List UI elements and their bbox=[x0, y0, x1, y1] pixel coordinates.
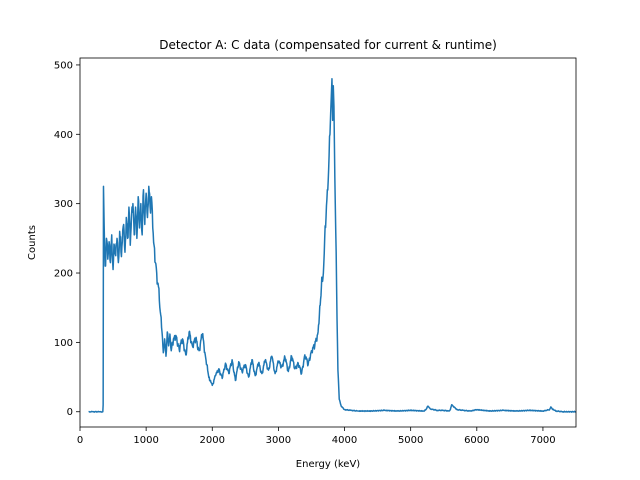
x-tick-label: 6000 bbox=[464, 435, 489, 446]
x-tick-label: 1000 bbox=[133, 435, 158, 446]
series-layer bbox=[88, 78, 577, 413]
y-tick-label: 300 bbox=[54, 199, 73, 210]
x-tick-label: 7000 bbox=[530, 435, 555, 446]
plot-area bbox=[80, 58, 576, 427]
x-axis-ticks: 0 1000 2000 3000 4000 5000 6000 7000 bbox=[77, 427, 556, 446]
x-axis-label: Energy (keV) bbox=[296, 459, 361, 470]
x-tick-label: 3000 bbox=[266, 435, 291, 446]
x-tick-label: 0 bbox=[77, 435, 83, 446]
y-axis-ticks: 0 100 200 300 400 500 bbox=[54, 60, 80, 418]
series-line-0 bbox=[88, 78, 577, 413]
x-tick-label: 2000 bbox=[200, 435, 225, 446]
axes-frame bbox=[79, 57, 577, 428]
y-tick-label: 100 bbox=[54, 338, 73, 349]
y-tick-label: 400 bbox=[54, 130, 73, 141]
y-tick-label: 500 bbox=[54, 60, 73, 71]
y-tick-label: 0 bbox=[67, 407, 73, 418]
x-tick-label: 5000 bbox=[398, 435, 423, 446]
y-axis-label: Counts bbox=[27, 225, 38, 260]
y-tick-label: 200 bbox=[54, 269, 73, 280]
x-tick-label: 4000 bbox=[332, 435, 357, 446]
chart-title: Detector A: C data (compensated for curr… bbox=[159, 38, 497, 52]
